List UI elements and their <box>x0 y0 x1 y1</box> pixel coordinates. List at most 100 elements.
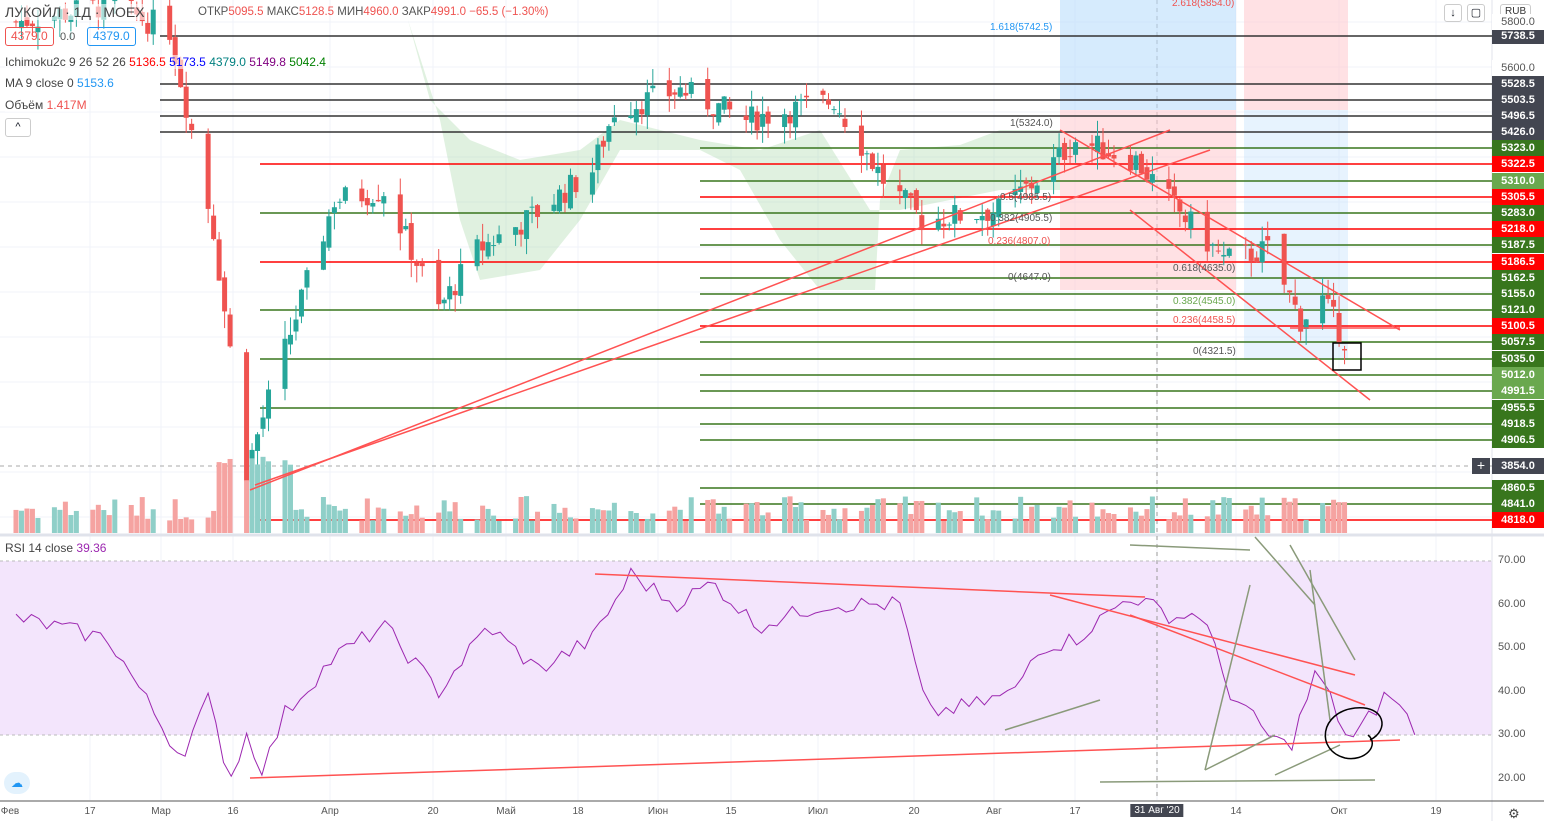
price-axis-label[interactable]: 5310.0 <box>1492 173 1544 189</box>
price-axis-label[interactable]: 5186.5 <box>1492 254 1544 270</box>
collapse-legend-button[interactable]: ^ <box>5 118 31 137</box>
price-axis-label[interactable]: 5121.0 <box>1492 302 1544 318</box>
volume-bar <box>793 507 798 533</box>
price-axis-label[interactable]: 5323.0 <box>1492 140 1544 156</box>
volume-bar <box>140 497 145 533</box>
volume-bar <box>672 507 677 533</box>
price-axis-label[interactable]: 5187.5 <box>1492 237 1544 253</box>
volume-bar <box>612 503 617 533</box>
volume-bar <box>870 505 875 533</box>
candle-body <box>1243 244 1248 245</box>
volume-bar <box>1139 516 1144 533</box>
candle-body <box>1254 258 1259 263</box>
volume-bar <box>1150 497 1155 533</box>
volume-bar <box>595 509 600 533</box>
price-axis-label[interactable]: 4906.5 <box>1492 432 1544 448</box>
volume-bar <box>958 511 963 533</box>
low-label: МИН <box>337 6 363 18</box>
fib-level-label: 0(4321.5) <box>1193 346 1236 357</box>
price-axis-label[interactable]: 5057.5 <box>1492 334 1544 350</box>
add-crosshair-icon[interactable]: + <box>1472 458 1490 474</box>
trendline <box>1205 735 1275 770</box>
candle-body <box>744 116 749 120</box>
candle-body <box>1172 186 1177 195</box>
fib-level-label: 2.618(5854.0) <box>1172 0 1234 9</box>
candle-body <box>606 126 611 142</box>
volume-bar <box>991 510 996 533</box>
time-axis-label: Фев <box>1 806 19 817</box>
candle-body <box>321 241 326 269</box>
rsi-axis-label: 50.00 <box>1498 641 1526 653</box>
price-axis-label[interactable]: 5155.0 <box>1492 286 1544 302</box>
volume-bar <box>1249 506 1254 533</box>
price-axis-label[interactable]: 5100.5 <box>1492 318 1544 334</box>
candle-body <box>1057 148 1062 158</box>
price-axis-label[interactable]: 4818.0 <box>1492 512 1544 528</box>
volume-bar <box>107 515 112 533</box>
volume-bar <box>519 497 524 533</box>
time-axis-label: Июл <box>808 806 828 817</box>
tradingview-logo-icon[interactable]: ☁ <box>4 772 30 794</box>
candle-body <box>612 117 617 122</box>
candle-body <box>376 200 381 201</box>
volume-bar <box>804 520 809 533</box>
volume-bar <box>282 460 287 533</box>
candle-body <box>458 264 463 296</box>
price-axis-label[interactable]: 4991.5 <box>1492 383 1544 399</box>
settings-gear-icon[interactable]: ⚙ <box>1508 806 1520 822</box>
price-axis-label[interactable]: 5738.5 <box>1492 28 1544 44</box>
price-axis-label[interactable]: 4955.5 <box>1492 400 1544 416</box>
price-axis-label[interactable]: 5218.0 <box>1492 221 1544 237</box>
volume-label: Объём <box>5 98 43 112</box>
price-axis-label[interactable]: 5426.0 <box>1492 124 1544 140</box>
candle-body <box>343 187 348 201</box>
price-axis-label[interactable]: 3854.0 <box>1492 458 1544 474</box>
sell-button[interactable]: 4379.0 <box>5 27 54 46</box>
volume-legend[interactable]: Объём 1.417M <box>5 98 87 112</box>
buy-button[interactable]: 4379.0 <box>87 27 136 46</box>
price-axis-label[interactable]: 4860.5 <box>1492 480 1544 496</box>
volume-bar <box>19 511 24 533</box>
rsi-value: 39.36 <box>76 541 106 555</box>
candle-body <box>645 92 650 115</box>
price-axis-label[interactable]: 4918.5 <box>1492 416 1544 432</box>
volume-bar <box>1342 502 1347 533</box>
candle-body <box>903 190 908 198</box>
fullscreen-button[interactable]: ▢ <box>1467 4 1485 22</box>
price-axis-label[interactable]: 5496.5 <box>1492 108 1544 124</box>
price-axis-label[interactable]: 5305.5 <box>1492 189 1544 205</box>
price-axis-label[interactable]: 5528.5 <box>1492 76 1544 92</box>
scroll-down-button[interactable]: ↓ <box>1444 4 1462 22</box>
volume-bar <box>1013 519 1018 533</box>
candle-body <box>167 6 172 40</box>
price-axis-label[interactable]: 5012.0 <box>1492 367 1544 383</box>
volume-bar <box>68 515 73 533</box>
ichimoku-label: Ichimoku2c 9 26 52 26 <box>5 55 126 69</box>
candle-body <box>1265 236 1270 240</box>
candle-body <box>332 207 337 213</box>
volume-bar <box>370 520 375 533</box>
volume-bar <box>1320 503 1325 533</box>
price-axis-label[interactable]: 4841.0 <box>1492 496 1544 512</box>
price-axis-label[interactable]: 5162.5 <box>1492 270 1544 286</box>
time-axis-label: Мар <box>151 806 171 817</box>
price-axis-label[interactable]: 5322.5 <box>1492 156 1544 172</box>
candle-body <box>299 290 304 317</box>
candle-body <box>557 190 562 212</box>
volume-bar <box>1282 498 1287 533</box>
ichimoku-legend[interactable]: Ichimoku2c 9 26 52 26 5136.5 5173.5 4379… <box>5 55 326 69</box>
volume-bar <box>1018 497 1023 533</box>
volume-bar <box>381 509 386 533</box>
volume-bar <box>996 511 1001 533</box>
volume-bar <box>1024 520 1029 533</box>
price-axis-label[interactable]: 5035.0 <box>1492 351 1544 367</box>
rsi-legend[interactable]: RSI 14 close 39.36 <box>5 541 106 555</box>
price-axis-label[interactable]: 5503.5 <box>1492 92 1544 108</box>
fib-zone-red <box>1244 0 1348 110</box>
price-axis-label[interactable]: 5283.0 <box>1492 205 1544 221</box>
ma-legend[interactable]: MA 9 close 0 5153.6 <box>5 76 114 90</box>
volume-bar <box>217 462 222 533</box>
high-value: 5128.5 <box>299 6 334 18</box>
candle-body <box>1221 255 1226 257</box>
